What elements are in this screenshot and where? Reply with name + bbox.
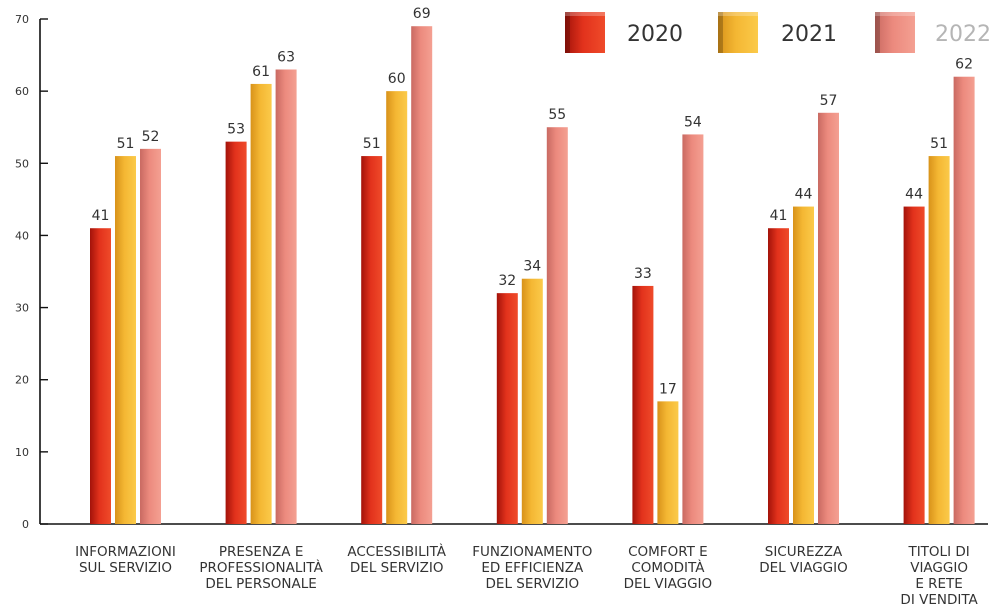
legend-swatch-2021 (718, 12, 758, 53)
data-label: 55 (548, 107, 566, 123)
bar-2020-4 (632, 285, 654, 524)
data-label: 57 (820, 93, 838, 109)
data-label: 44 (905, 187, 923, 203)
bar-2021-4 (657, 401, 679, 524)
data-label: 54 (684, 114, 702, 130)
y-tick-label: 10 (15, 446, 29, 459)
data-label: 33 (634, 266, 652, 282)
bar-2020-1 (225, 141, 247, 524)
legend-label-2020: 2020 (627, 22, 683, 47)
x-tick-label: DEL VIAGGIO (759, 560, 847, 576)
y-tick-label: 50 (15, 157, 29, 170)
x-tick-label: COMFORT E (628, 544, 708, 560)
x-tick-label: PROFESSIONALITÀ (199, 559, 323, 576)
bar-2021-3 (521, 278, 543, 524)
bar-2022-0 (140, 148, 161, 524)
bar-2022-6 (953, 76, 975, 524)
y-tick-label: 30 (15, 302, 29, 315)
legend-swatch-highlight (565, 12, 605, 16)
x-tick-label: SICUREZZA (765, 544, 843, 560)
x-tick-label: ED EFFICIENZA (481, 560, 584, 576)
bar-2022-5 (818, 112, 839, 525)
bar-2020-6 (903, 206, 925, 525)
legend-label-2021: 2021 (781, 22, 837, 47)
bars (90, 26, 975, 525)
y-tick-label: 70 (15, 13, 29, 26)
bar-2022-3 (546, 127, 568, 524)
legend-swatch-highlight (875, 12, 915, 16)
data-label: 61 (252, 64, 270, 80)
bar-2022-2 (411, 26, 433, 524)
y-tick-label: 60 (15, 85, 29, 98)
legend-swatch-highlight (718, 12, 758, 16)
x-tick-label: TITOLI DI (907, 544, 969, 560)
x-tick-label: DEL SERVIZIO (486, 576, 580, 592)
data-label: 62 (955, 57, 973, 73)
bar-2021-2 (386, 91, 408, 525)
x-tick-label: SUL SERVIZIO (79, 560, 172, 576)
legend-label-2022: 2022 (935, 22, 991, 47)
data-label: 63 (277, 50, 295, 66)
x-tick-label: VIAGGIO (910, 560, 968, 576)
data-label: 32 (498, 273, 516, 289)
legend-swatch-shade (718, 12, 723, 53)
x-tick-label: E RETE (915, 576, 963, 592)
data-label: 41 (770, 208, 788, 224)
data-label: 34 (523, 259, 541, 275)
x-tick-label: DEL VIAGGIO (624, 576, 712, 592)
legend-swatch-shade (565, 12, 570, 53)
legend-swatch-shade (875, 12, 880, 53)
bar-2020-3 (496, 293, 518, 524)
bar-2020-2 (361, 156, 383, 525)
bar-2020-5 (768, 228, 789, 524)
x-tick-label: INFORMAZIONI (75, 544, 176, 560)
bar-2021-1 (250, 83, 272, 524)
bar-2022-4 (682, 134, 704, 524)
x-tick-label: DEL SERVIZIO (350, 560, 444, 576)
data-label: 51 (117, 136, 135, 152)
bar-2021-0 (115, 156, 136, 525)
data-label: 17 (659, 381, 677, 397)
x-tick-label: COMODITÀ (631, 559, 705, 576)
data-label: 53 (227, 122, 245, 138)
y-tick-label: 0 (22, 518, 29, 531)
data-label: 52 (142, 129, 160, 145)
x-tick-label: PRESENZA E (219, 544, 304, 560)
bar-2020-0 (90, 228, 111, 524)
bar-2022-1 (275, 69, 297, 524)
data-label: 44 (795, 187, 813, 203)
bar-2021-5 (793, 206, 814, 525)
legend-swatch-2022 (875, 12, 915, 53)
y-axis: 0 10 20 30 40 50 60 70 (15, 13, 48, 531)
data-label: 69 (413, 6, 431, 22)
x-tick-label: ACCESSIBILITÀ (347, 543, 446, 560)
data-labels: 41 51 52 53 61 63 51 60 69 32 34 55 33 17 54 41 44 57 44 51… (92, 6, 973, 397)
data-label: 51 (930, 136, 948, 152)
y-tick-label: 20 (15, 374, 29, 387)
x-tick-label: DI VENDITA (900, 592, 978, 608)
legend-swatch-2020 (565, 12, 605, 53)
y-tick-label: 40 (15, 229, 29, 242)
bar-2021-6 (928, 156, 950, 525)
x-tick-label: DEL PERSONALE (205, 576, 316, 592)
legend: 2020 2021 2022 (565, 12, 991, 53)
data-label: 41 (92, 208, 110, 224)
x-tick-label: FUNZIONAMENTO (472, 544, 592, 560)
data-label: 60 (388, 71, 406, 87)
data-label: 51 (363, 136, 381, 152)
